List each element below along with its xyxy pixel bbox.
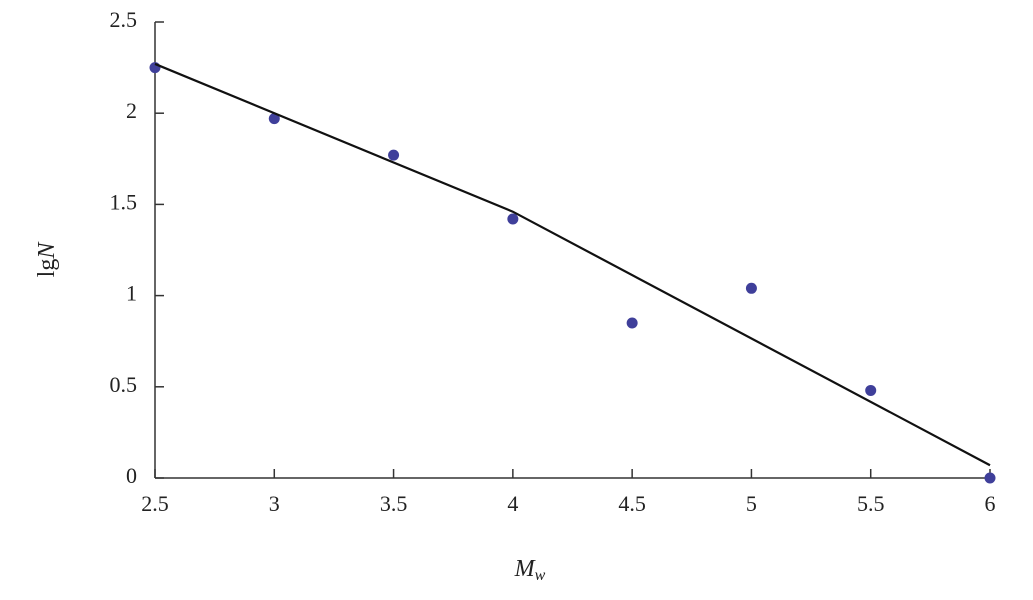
- x-axis-label: Mw: [514, 556, 546, 584]
- x-label-main: M: [514, 556, 537, 582]
- x-tick-label: 5: [746, 491, 757, 516]
- data-point: [745, 282, 757, 294]
- x-label-sub: w: [535, 567, 546, 584]
- data-point: [626, 317, 638, 329]
- y-label-plain: lg: [34, 259, 60, 278]
- y-tick-label: 2.5: [110, 7, 138, 32]
- x-tick-label: 4: [507, 491, 518, 516]
- y-label-italic: N: [34, 241, 60, 260]
- x-tick-label: 3: [269, 491, 280, 516]
- y-tick-label: 0: [126, 463, 137, 488]
- fit-line: [154, 62, 991, 467]
- data-point: [865, 384, 877, 396]
- y-tick-label: 2: [126, 98, 137, 123]
- x-tick-label: 2.5: [141, 491, 169, 516]
- data-point: [507, 213, 519, 225]
- y-tick-label: 1: [126, 281, 137, 306]
- x-tick-label: 6: [985, 491, 996, 516]
- x-tick-label: 5.5: [857, 491, 885, 516]
- x-tick-label: 4.5: [618, 491, 646, 516]
- data-point: [268, 113, 280, 125]
- x-tick-label: 3.5: [380, 491, 408, 516]
- y-axis-label: lgN: [34, 241, 60, 278]
- y-tick-label: 0.5: [110, 372, 138, 397]
- data-point: [149, 62, 161, 74]
- y-tick-label: 1.5: [110, 189, 138, 214]
- data-point: [388, 149, 400, 161]
- data-point: [984, 472, 996, 484]
